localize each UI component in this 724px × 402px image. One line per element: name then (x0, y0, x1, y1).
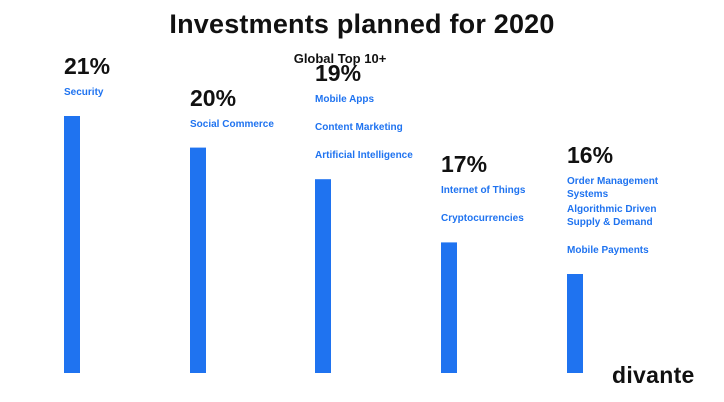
brand-logo: divante (612, 362, 695, 388)
category-label: Cryptocurrencies (441, 213, 524, 225)
chart-title: Investments planned for 2020 (169, 9, 555, 39)
category-label: Content Marketing (315, 122, 403, 134)
category-label: Security (64, 87, 104, 98)
value-label: 21% (64, 53, 111, 79)
value-label: 20% (190, 84, 237, 111)
category-label: Mobile Apps (315, 94, 375, 106)
bar-5 (567, 274, 583, 373)
bar-4 (441, 242, 457, 373)
category-label: Internet of Things (441, 185, 526, 197)
chart-subtitle: Global Top 10+ (293, 51, 387, 66)
bar-2 (190, 147, 206, 373)
bar-1 (64, 116, 80, 373)
category-label: Algorithmic Driven Supply & Demand (567, 204, 657, 228)
value-label: 17% (441, 151, 488, 178)
category-label: Mobile Payments (567, 245, 649, 256)
category-label: Artificial Intelligence (315, 150, 413, 162)
bar-3 (315, 179, 331, 373)
category-label: Order Management Systems (567, 176, 659, 200)
value-label: 16% (567, 142, 614, 168)
value-label: 19% (315, 60, 362, 87)
category-label: Social Commerce (190, 118, 274, 130)
